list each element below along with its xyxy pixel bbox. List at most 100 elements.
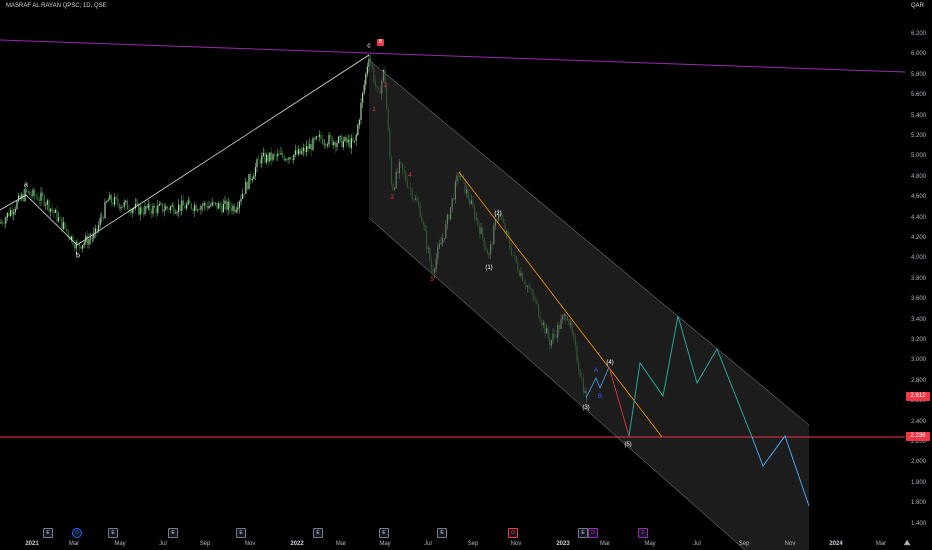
candle-body [253,175,255,179]
candle-body [178,204,180,212]
x-tick-label: 2023 [556,541,570,547]
candle-body [272,154,274,160]
candle-body [83,242,85,246]
y-tick-label: 2.400 [910,418,926,425]
candle-body [277,153,279,157]
candle-body [258,159,260,160]
candle-body [357,124,359,136]
candle-body [320,134,322,140]
candle-body [222,203,224,213]
event-marker[interactable]: E [638,528,648,538]
event-marker[interactable]: E [168,528,178,538]
candle-body [54,209,56,213]
x-tick-label: 2024 [829,541,843,547]
candle-body [317,136,319,138]
candle-body [230,207,232,211]
candle-body [270,152,272,160]
candle-body [293,154,295,160]
candle-body [40,192,42,201]
candle-body [290,157,292,160]
candle-body [323,143,325,145]
event-marker[interactable]: D [508,528,518,538]
candle-body [267,154,269,162]
candle-body [186,204,188,209]
candle-body [61,217,63,230]
candle-body [58,217,60,222]
tradingview-logo-icon: ⟁ [904,540,911,547]
candle-body [283,156,285,161]
event-marker[interactable]: E [313,528,323,538]
event-marker[interactable]: E [437,528,447,538]
candle-body [53,210,55,213]
candle-body [134,203,136,209]
wave-label-2: 2 [384,83,388,89]
candle-body [136,203,138,205]
currency-label: QAR [910,3,924,9]
candle-body [174,213,176,214]
candle-body [50,208,52,212]
candle-body [304,147,306,152]
candle-body [21,194,23,200]
candle-body [114,197,116,205]
event-marker[interactable]: E [43,528,53,538]
candle-body [200,206,202,210]
candle-body [206,205,208,209]
candle-body [66,228,68,232]
candle-body [8,212,10,217]
candle-body [59,217,61,219]
event-marker[interactable]: D [72,528,82,538]
wave-label-p4: (4) [606,360,614,366]
event-marker[interactable]: E [236,528,246,538]
y-tick-label: 5.000 [910,153,926,160]
candle-body [160,203,162,205]
x-tick-label: Sep [738,541,750,547]
candle-body [278,153,280,155]
candle-body [326,144,328,146]
event-marker[interactable]: D [588,528,598,538]
y-tick-label: 3.600 [910,296,926,303]
candle-body [214,202,216,204]
candle-body [62,222,64,230]
candle-body [219,203,221,207]
candle-body [141,207,143,213]
event-marker[interactable]: E [578,528,588,538]
candle-body [307,145,309,149]
candle-body [168,208,170,210]
candle-body [194,205,196,212]
wave-label-A: A [593,368,599,374]
candle-body [122,206,124,208]
x-tick-label: Jul [424,541,432,547]
candle-body [182,200,184,206]
candle-body [158,203,160,206]
x-tick-label: May [379,541,391,547]
candle-body [274,154,276,155]
event-marker[interactable]: E [108,528,118,538]
channel-lower-line [368,217,746,550]
candle-body [99,218,101,226]
candle-body [101,217,103,219]
candle-body [315,136,317,140]
candle-body [286,158,288,160]
candle-body [2,222,4,224]
candle-body [280,152,282,155]
candle-body [306,145,308,152]
y-tick-label: 2.600 [910,398,926,405]
event-marker[interactable]: E [379,528,389,538]
candle-body [197,209,199,211]
candle-body [6,212,8,218]
candle-body [112,202,114,205]
candle-body [5,217,7,224]
candle-body [56,209,58,222]
candle-body [333,141,335,146]
candle-body [256,159,258,168]
candle-body [187,200,189,205]
candle-body [11,210,13,215]
x-tick-label: Mar [875,541,887,547]
candle-body [322,139,324,145]
candle-body [227,201,229,210]
candle-body [94,228,96,233]
candle-body [30,194,32,196]
candle-body [64,222,66,229]
candle-body [330,135,332,138]
